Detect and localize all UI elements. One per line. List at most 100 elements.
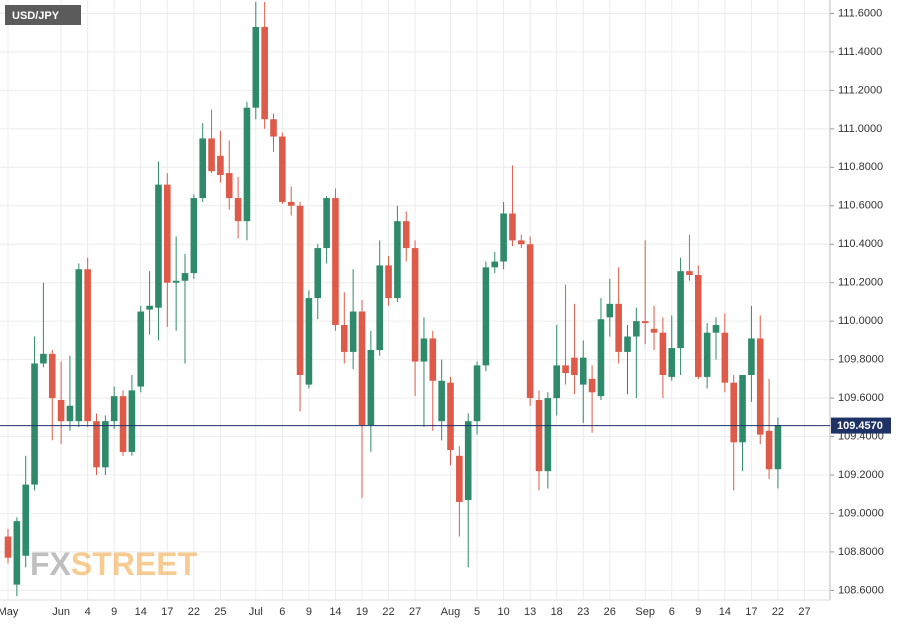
current-price-label: 109.4570: [837, 420, 883, 432]
candle-body: [402, 221, 410, 249]
candle-body: [287, 201, 295, 206]
x-tick-label: 19: [356, 606, 368, 618]
candle-body: [376, 265, 383, 350]
candle-body: [411, 248, 419, 362]
candle-body: [756, 338, 764, 435]
candle-body: [429, 338, 437, 381]
candle-body: [155, 184, 162, 308]
x-tick-label: 27: [409, 606, 421, 618]
candle-body: [217, 155, 224, 175]
x-tick-label: 17: [161, 606, 173, 618]
candle-body: [562, 365, 569, 374]
candle-body: [102, 421, 109, 468]
candle-body: [48, 353, 56, 399]
candle-body: [765, 430, 773, 470]
candle-body: [172, 280, 180, 283]
x-tick-label: 6: [669, 606, 675, 618]
y-tick-label: 111.0000: [838, 123, 882, 135]
x-tick-label: Jul: [249, 606, 263, 618]
y-tick-label: 110.2000: [838, 277, 883, 289]
x-tick-label: 4: [85, 606, 91, 618]
candle-body: [456, 455, 463, 502]
candle-body: [482, 267, 490, 366]
candle-body: [553, 365, 560, 399]
candle-body: [234, 198, 242, 222]
candle-body: [641, 321, 649, 324]
candle-body: [208, 138, 215, 172]
candle-body: [668, 348, 676, 377]
candle-body: [588, 378, 596, 393]
candle-body: [190, 198, 198, 274]
y-tick-label: 111.4000: [838, 46, 882, 58]
candle-body: [420, 338, 428, 362]
x-tick-label: 9: [111, 606, 117, 618]
x-tick-label: 9: [306, 606, 312, 618]
candle-body: [518, 240, 525, 245]
x-tick-label: 22: [382, 606, 394, 618]
candle-body: [394, 221, 401, 299]
candle-body: [199, 138, 206, 199]
candle-body: [358, 311, 366, 425]
candle-body: [349, 311, 357, 352]
candle-body: [447, 382, 454, 450]
y-tick-label: 110.4000: [838, 238, 883, 250]
candle-body: [774, 425, 782, 470]
y-tick-label: 109.8000: [838, 354, 884, 366]
x-tick-label: May: [0, 606, 19, 618]
candle-body: [84, 269, 91, 422]
x-tick-label: 10: [497, 606, 509, 618]
candle-body: [110, 396, 118, 422]
candle-body: [128, 390, 136, 452]
x-tick-label: Aug: [441, 606, 461, 618]
x-tick-label: 23: [577, 606, 589, 618]
candle-body: [181, 273, 189, 281]
x-tick-label: 9: [695, 606, 701, 618]
candle-body: [75, 269, 83, 422]
x-tick-label: 22: [188, 606, 200, 618]
y-tick-label: 111.2000: [838, 84, 882, 96]
x-tick-label: Jun: [52, 606, 70, 618]
candle-body: [606, 303, 614, 318]
candle-body: [721, 332, 729, 383]
y-tick-label: 110.6000: [838, 200, 883, 212]
title-box: [5, 5, 81, 25]
candle-body: [748, 338, 755, 375]
candle-body: [571, 357, 578, 375]
candle-body: [225, 173, 233, 199]
candle-body: [66, 405, 74, 422]
candle-body: [31, 363, 38, 485]
candle-body: [544, 398, 552, 472]
x-tick-label: 26: [604, 606, 616, 618]
candle-body: [296, 205, 304, 375]
candle-body: [677, 271, 684, 349]
x-tick-label: 27: [798, 606, 810, 618]
watermark-street: STREET: [71, 546, 198, 582]
candle-body: [633, 321, 640, 337]
candle-body: [650, 328, 658, 333]
candle-body: [252, 26, 260, 108]
y-tick-label: 109.0000: [838, 507, 884, 519]
current-price-box: [831, 417, 891, 434]
candle-body: [464, 421, 472, 500]
candle-body: [146, 305, 153, 310]
candle-body: [341, 325, 348, 352]
x-tick-label: 22: [772, 606, 784, 618]
candle-body: [13, 521, 21, 585]
x-tick-label: 14: [329, 606, 341, 618]
chart-title: USD/JPY: [12, 10, 60, 22]
candle-body: [739, 375, 746, 443]
candle-body: [270, 119, 277, 137]
candle-body: [659, 332, 667, 375]
y-tick-label: 111.6000: [838, 7, 882, 19]
candle-body: [579, 357, 587, 385]
candle-body: [332, 198, 339, 325]
x-tick-label: 14: [719, 606, 731, 618]
candle-body: [695, 275, 702, 377]
candle-body: [500, 213, 507, 262]
candle-body: [305, 298, 313, 385]
candle-body: [615, 303, 622, 352]
candle-body: [597, 319, 605, 397]
candle-body: [93, 421, 100, 468]
x-tick-label: 14: [135, 606, 147, 618]
